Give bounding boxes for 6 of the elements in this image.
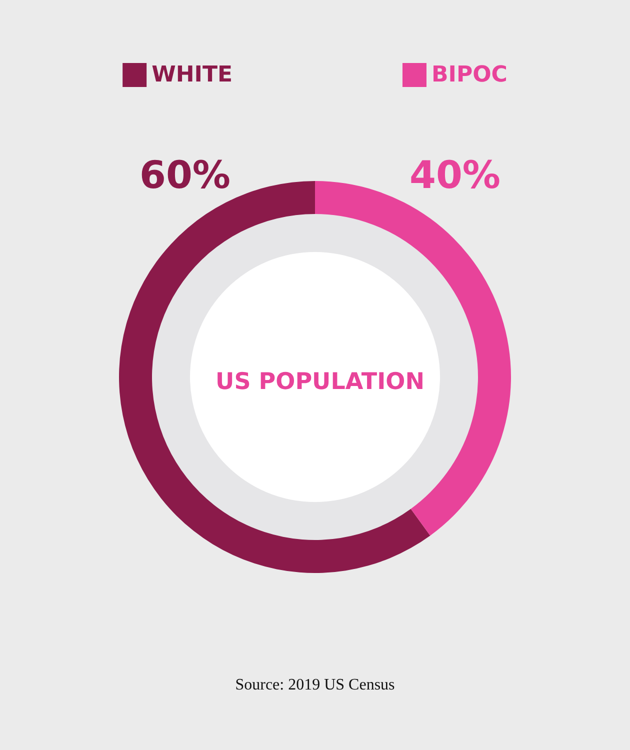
text: US POPULATION <box>216 369 424 395</box>
source-note: Source: 2019 US Census <box>235 676 395 694</box>
legend-label: WHITE <box>152 62 232 88</box>
data-label: 40% <box>410 153 500 197</box>
data-label: 60% <box>140 153 230 197</box>
legend-label: BIPOC <box>431 62 508 88</box>
